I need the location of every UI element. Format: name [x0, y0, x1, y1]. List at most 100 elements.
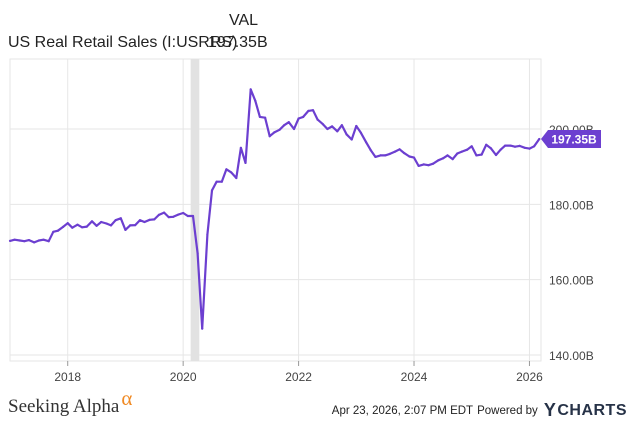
data-point [513, 145, 517, 148]
seeking-alpha-text: Seeking Alpha [8, 396, 120, 417]
footer-attribution: Apr 23, 2026, 2:07 PM EDT Powered by Y CH… [332, 400, 627, 421]
data-point [66, 222, 69, 225]
ycharts-text: CHARTS [557, 401, 627, 419]
data-point [163, 211, 166, 214]
data-point [321, 123, 324, 126]
data-point [244, 161, 247, 164]
data-point [37, 239, 41, 242]
data-point [466, 148, 469, 151]
data-point [417, 164, 420, 167]
data-point [403, 152, 406, 155]
data-point [437, 159, 440, 162]
data-point [427, 164, 430, 167]
data-point [167, 216, 170, 219]
data-point [220, 180, 223, 183]
data-point [33, 241, 36, 244]
data-point [100, 220, 103, 224]
data-point [235, 176, 238, 180]
series [8, 88, 541, 330]
data-point [23, 240, 26, 243]
data-point [350, 138, 353, 141]
data-point [27, 239, 31, 242]
data-point [191, 214, 195, 218]
y-tick-label: 160.00B [549, 274, 594, 288]
x-tick-label: 2022 [285, 370, 312, 384]
data-point [523, 146, 526, 149]
legend-series-name[interactable]: US Real Retail Sales (I:USRRS) [8, 34, 238, 51]
data-point [143, 220, 146, 224]
data-point [494, 153, 498, 157]
y-tick-label: 180.00B [549, 198, 594, 212]
x-tick-label: 2018 [54, 370, 81, 384]
data-point [172, 215, 175, 218]
alpha-icon: α [121, 386, 133, 410]
data-point [533, 145, 536, 148]
data-point [114, 219, 117, 222]
data-point [297, 117, 300, 120]
data-point [518, 144, 521, 147]
data-point [412, 156, 416, 159]
data-point [422, 163, 425, 166]
data-point [456, 152, 459, 155]
data-point [47, 240, 50, 243]
data-point [230, 171, 233, 174]
data-point [509, 144, 512, 147]
data-point [239, 146, 242, 149]
data-point [489, 147, 492, 150]
last-value-badge: 197.35B [541, 129, 601, 148]
data-point [76, 223, 79, 226]
data-point [109, 224, 113, 227]
data-point [446, 154, 449, 157]
last-value-label: 197.35B [551, 132, 597, 146]
data-point [326, 127, 329, 131]
data-point [153, 218, 156, 221]
data-point [470, 145, 473, 148]
powered-by-label: Powered by [477, 404, 538, 417]
data-point [105, 222, 108, 225]
grid [9, 58, 542, 362]
recession-band [190, 59, 200, 361]
data-point [81, 226, 84, 229]
data-point [331, 125, 334, 128]
data-point [355, 124, 358, 128]
data-point [268, 135, 271, 138]
x-tick-label: 2026 [516, 370, 543, 384]
data-point [52, 230, 55, 233]
data-point [8, 239, 12, 242]
data-point [311, 109, 315, 112]
data-point [345, 133, 348, 136]
data-point [129, 224, 132, 227]
data-point [369, 149, 372, 152]
data-point [148, 218, 151, 221]
data-point [119, 217, 122, 220]
data-point [254, 99, 257, 102]
ycharts-logo[interactable]: Y CHARTS [544, 400, 627, 421]
data-point [432, 162, 435, 165]
data-point [258, 115, 261, 118]
data-point [90, 220, 94, 223]
data-point [283, 124, 286, 127]
data-point [13, 238, 16, 241]
data-point [157, 213, 160, 216]
data-point [441, 157, 444, 160]
data-point [388, 152, 391, 155]
data-point [384, 154, 387, 157]
data-point [196, 252, 199, 255]
seeking-alpha-logo: Seeking Alphaα [8, 386, 132, 418]
data-point [379, 154, 382, 157]
data-point [485, 143, 488, 146]
data-point [264, 116, 267, 119]
data-point [374, 155, 377, 158]
plot-frame [9, 58, 542, 362]
data-point [398, 148, 401, 151]
data-point [201, 327, 204, 330]
data-point [210, 189, 214, 192]
x-tick-label: 2024 [401, 370, 428, 384]
data-point [538, 137, 541, 141]
data-point [273, 131, 276, 134]
data-point [42, 238, 45, 241]
data-point [134, 224, 137, 227]
data-point [95, 224, 98, 227]
data-point [302, 115, 305, 118]
